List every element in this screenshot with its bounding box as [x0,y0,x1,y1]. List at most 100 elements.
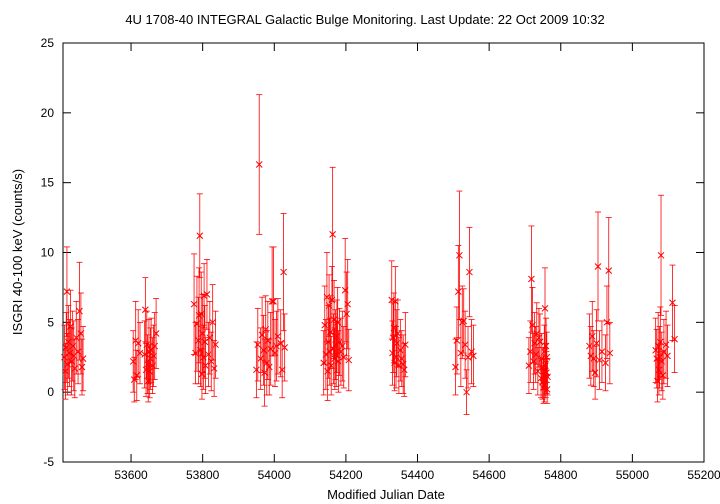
y-axis-label: ISGRI 40-100 keV (counts/s) [10,169,25,335]
data-point [325,302,333,309]
data-point [152,330,160,337]
data-point [61,353,68,361]
data-point [453,337,461,344]
data-point [457,349,465,357]
data-point [590,355,598,363]
x-tick-label: 55000 [616,468,650,482]
data-point [197,310,205,318]
data-point [257,355,265,363]
data-point [209,318,217,326]
data-point [343,310,350,318]
data-point [264,337,272,344]
data-point [212,341,219,349]
data-point [136,349,144,357]
data-point [656,353,663,361]
data-point [151,342,159,350]
data-point [203,291,211,298]
data-point [655,366,663,374]
data-point [461,341,469,349]
data-point [536,338,544,346]
data-point [265,363,273,371]
data-point [334,318,342,326]
data-point [656,338,664,346]
data-point [200,353,207,361]
data-point [146,367,154,375]
data-point [195,337,202,344]
data-point [463,388,470,396]
data-point [321,321,329,329]
data-point [468,348,475,356]
y-tick-label: 20 [41,106,55,120]
data-point [330,316,338,323]
data-point [67,323,74,330]
data-point [66,349,73,357]
data-point [328,296,336,304]
data-point [62,367,69,375]
data-point [542,362,549,369]
data-point [331,355,339,363]
data-point [528,275,535,283]
data-point [74,348,82,356]
data-point [399,360,407,368]
data-point [396,346,404,354]
data-point [142,306,149,314]
x-tick-label: 53600 [114,468,148,482]
data-point [77,330,85,337]
data-point [390,324,398,332]
data-point [201,338,209,346]
y-tick-label: 15 [41,176,55,190]
data-point [62,344,70,351]
chart-title: 4U 1708-40 INTEGRAL Galactic Bulge Monit… [125,12,604,27]
data-point [129,358,137,365]
data-point [326,348,334,356]
data-point [456,251,463,259]
data-point [71,365,79,372]
data-point [588,332,596,340]
data-point [538,355,546,363]
data-point [207,358,215,365]
x-tick-label: 54800 [544,468,578,482]
data-point [329,230,337,238]
data-point [141,351,149,358]
data-point [143,341,151,349]
data-point [332,341,339,349]
data-point [320,359,328,367]
x-tick-label: 54400 [401,468,435,482]
x-tick-label: 53800 [186,468,220,482]
data-point [150,352,157,360]
data-point [671,335,678,343]
data-point [262,325,270,333]
data-point [470,352,477,360]
data-point [543,353,551,361]
data-point [333,332,341,340]
data-point [142,366,150,374]
x-tick-label: 54200 [329,468,363,482]
data-point [391,298,399,305]
data-point [652,346,660,354]
data-point [196,232,204,240]
axis-ticks: -5 0 5 10 15 20 25 53600 53800 54000 54200 54400 546… [41,36,720,482]
data-markers [61,161,678,396]
data-point [192,349,199,357]
data-point [337,348,345,356]
data-point [534,367,542,375]
data-point [664,352,671,360]
data-point [391,359,398,367]
data-point [324,338,332,346]
data-point [659,372,667,379]
data-point [79,355,87,363]
data-point [254,341,262,349]
data-point [394,330,402,337]
y-tick-label: 10 [41,246,55,260]
y-tick-label: 5 [47,315,54,329]
data-point [669,299,676,307]
data-point [327,328,334,336]
data-point [332,351,340,358]
data-point [335,358,342,365]
data-point [253,366,260,374]
data-point [202,362,209,369]
data-point [544,373,551,381]
data-point [78,363,86,371]
